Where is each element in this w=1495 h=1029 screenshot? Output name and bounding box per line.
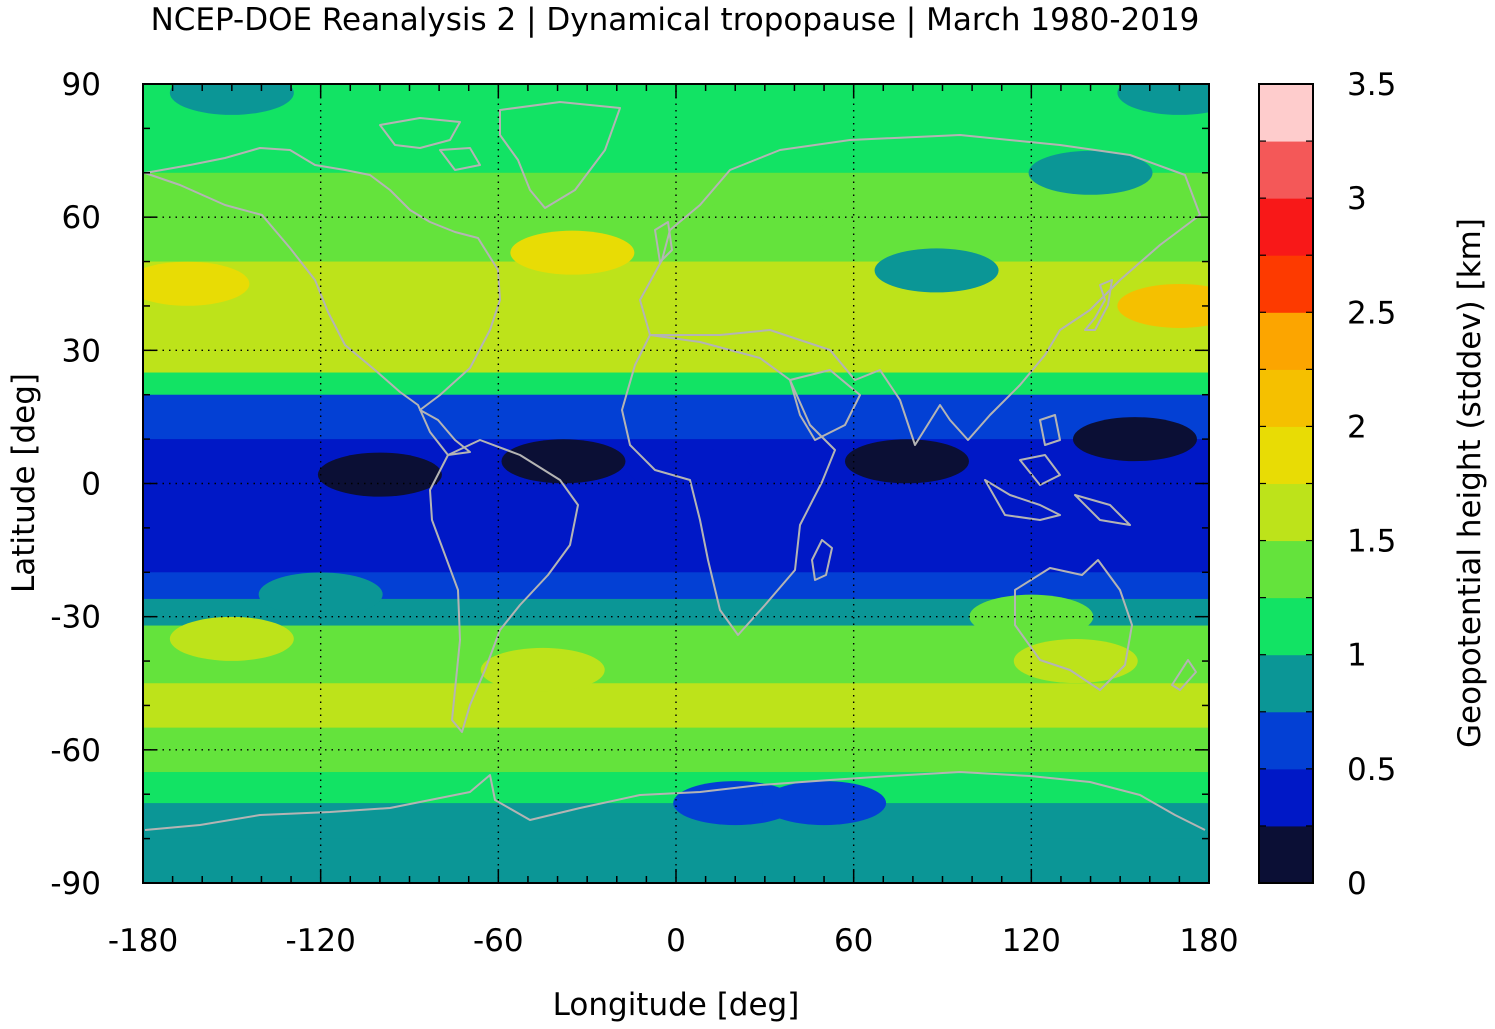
heatmap-band: [143, 394, 1209, 440]
heatmap-feature: [844, 439, 969, 484]
colorbar-tick-label: 0: [1347, 866, 1367, 902]
y-tick-label: -30: [50, 600, 101, 636]
colorbar-swatch: [1259, 426, 1313, 484]
heatmap-feature: [1117, 283, 1209, 328]
chart-title: NCEP-DOE Reanalysis 2 | Dynamical tropop…: [151, 2, 1200, 38]
colorbar-swatch: [1259, 711, 1313, 770]
colorbar-swatch: [1259, 141, 1313, 199]
heatmap-feature: [501, 439, 626, 484]
colorbar-swatch: [1259, 312, 1313, 370]
coastline-overlay: [144, 101, 1206, 831]
colorbar-swatch: [1259, 198, 1313, 256]
axis-ticks: [142, 83, 1210, 884]
heatmap-feature: [510, 230, 635, 275]
y-axis-tick-labels: 90 60 30 0 -30 -60 -90: [50, 67, 101, 902]
coastline-arabia: [789, 369, 861, 441]
coastline-australia: [1014, 559, 1133, 691]
heatmap-feature: [258, 572, 383, 617]
y-tick-label: 90: [62, 67, 101, 103]
heatmap-feature: [874, 248, 999, 293]
heatmap-feature: [480, 647, 605, 692]
colorbar: [1259, 84, 1313, 884]
coastline-japan: [1084, 279, 1113, 331]
y-axis-label: Latitude [deg]: [6, 373, 42, 593]
heatmap-band: [143, 305, 1209, 343]
heatmap-feature: [143, 261, 250, 306]
heatmap-feature: [628, 448, 753, 493]
coastline-antarctica: [144, 771, 1206, 831]
colorbar-swatch: [1259, 825, 1313, 884]
colorbar-tick-label: 3: [1347, 181, 1367, 217]
colorbar-tick-label: 2.5: [1347, 295, 1396, 331]
heatmap-feature: [762, 781, 887, 826]
heatmap-feature: [1072, 417, 1197, 462]
heatmap-features: [143, 84, 1209, 826]
grid-lines: [143, 84, 1209, 883]
coastline-uk: [654, 221, 673, 263]
x-tick-label: 120: [1002, 923, 1061, 959]
y-tick-label: -90: [50, 866, 101, 902]
x-tick-label: 60: [834, 923, 873, 959]
colorbar-swatch: [1259, 84, 1313, 142]
colorbar-tick-labels: 0 0.5 1 1.5 2 2.5 3 3.5: [1347, 67, 1396, 902]
y-tick-label: 0: [81, 467, 101, 503]
colorbar-swatch: [1259, 483, 1313, 542]
x-axis-label: Longitude [deg]: [553, 987, 800, 1023]
colorbar-swatch: [1259, 597, 1313, 656]
heatmap-band: [143, 683, 1209, 729]
colorbar-tick-label: 1: [1347, 638, 1367, 674]
x-tick-label: 0: [666, 923, 686, 959]
coastline-eurasia: [639, 134, 1201, 446]
colorbar-swatch: [1259, 369, 1313, 427]
x-tick-label: -180: [108, 923, 178, 959]
coastline-north-america: [144, 147, 501, 456]
heatmap-feature: [169, 84, 294, 115]
y-tick-label: -60: [50, 733, 101, 769]
heatmap-feature: [1117, 84, 1209, 115]
colorbar-tick-label: 1.5: [1347, 524, 1396, 560]
coastline-madagascar: [811, 539, 833, 581]
plot-area: [143, 84, 1209, 883]
x-axis-tick-labels: -180 -120 -60 0 60 120 180: [108, 923, 1239, 959]
heatmap-feature: [1028, 150, 1153, 195]
heatmap-feature: [702, 195, 827, 240]
y-tick-label: 30: [62, 333, 101, 369]
colorbar-tick-label: 0.5: [1347, 752, 1396, 788]
colorbar-swatch: [1259, 654, 1313, 713]
colorbar-tick-label: 2: [1347, 409, 1367, 445]
coastline-arctic-islands: [379, 117, 481, 171]
coastline-maritime-continent: [984, 414, 1131, 526]
coastline-south-america: [429, 439, 579, 733]
colorbar-label: Geopotential height (stddev) [km]: [1452, 218, 1488, 748]
y-tick-label: 60: [62, 200, 101, 236]
colorbar-swatch: [1259, 768, 1313, 827]
colorbar-swatch: [1259, 540, 1313, 599]
x-tick-label: -120: [285, 923, 355, 959]
colorbar-tick-label: 3.5: [1347, 67, 1396, 103]
heatmap-feature: [169, 616, 294, 661]
colorbar-frame: [1258, 83, 1314, 884]
heatmap-feature: [969, 594, 1094, 639]
x-tick-label: -60: [473, 923, 524, 959]
colorbar-swatch: [1259, 255, 1313, 313]
coastline-africa: [621, 334, 836, 636]
heatmap-feature: [1013, 639, 1138, 684]
coastline-greenland: [499, 101, 621, 209]
x-tick-label: 180: [1179, 923, 1238, 959]
heatmap-feature: [317, 452, 442, 497]
coastline-new-zealand: [1171, 659, 1197, 691]
